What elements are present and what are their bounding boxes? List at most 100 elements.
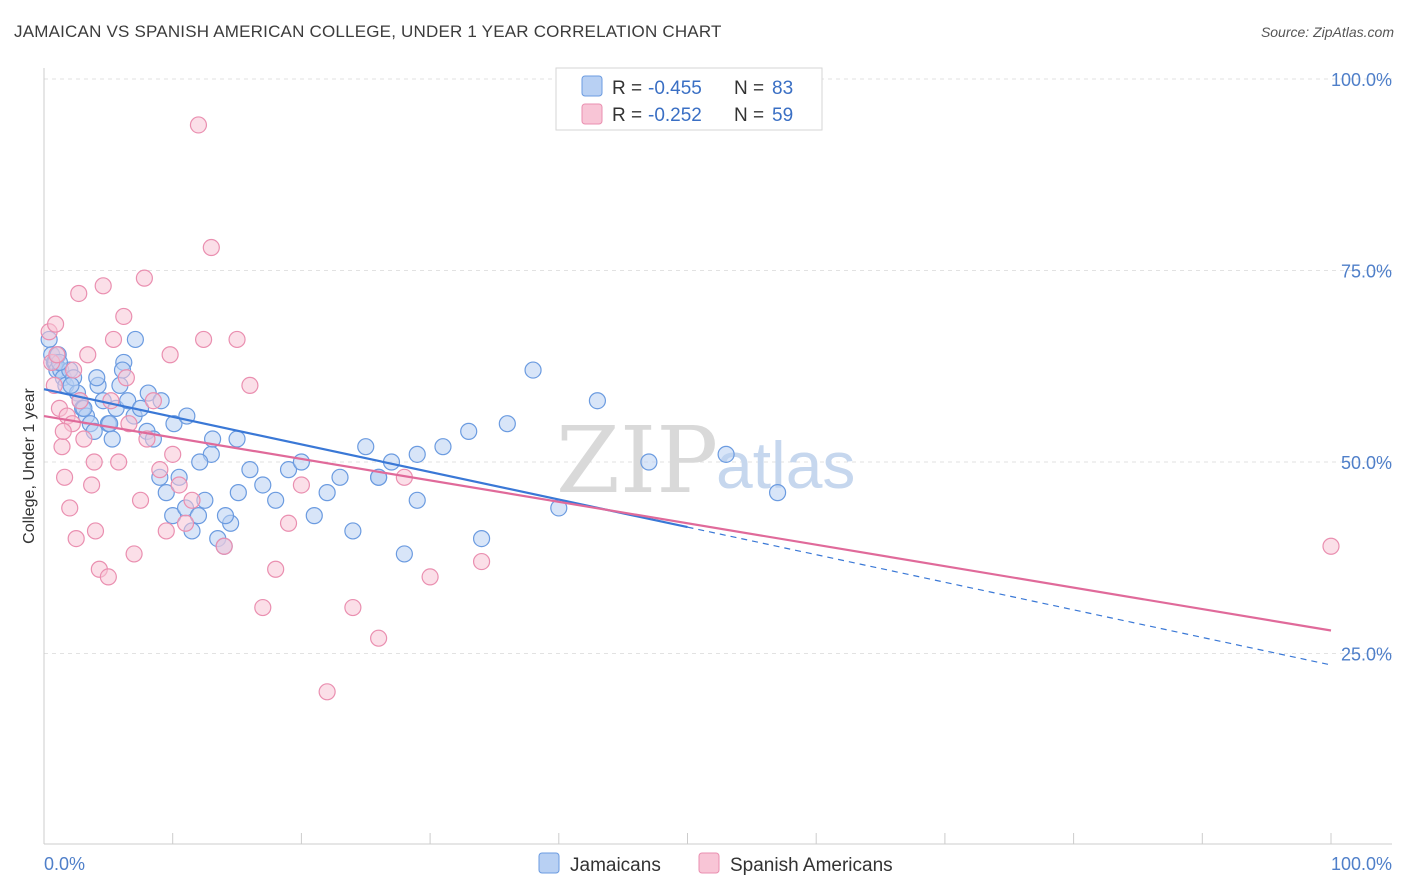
y-tick-label: 25.0% (1341, 645, 1392, 665)
jamaicans-point (241, 461, 259, 479)
grid (44, 78, 1392, 654)
spanish-americans-point (94, 277, 112, 295)
jamaicans-point (126, 330, 144, 349)
spanish-americans-point (194, 330, 213, 349)
spanish-americans-point (318, 683, 336, 701)
chart-title: JAMAICAN VS SPANISH AMERICAN COLLEGE, UN… (14, 22, 722, 41)
spanish-americans-point (344, 598, 362, 617)
spanish-americans-point (45, 376, 63, 394)
jamaicans-point (460, 422, 478, 440)
jamaicans-point (254, 476, 272, 494)
spanish-americans-point (292, 476, 310, 494)
spanish-americans-point (254, 598, 272, 617)
spanish-americans-point (138, 430, 156, 448)
spanish-americans-point (170, 476, 188, 494)
spanish-americans-point (131, 491, 150, 509)
legend-n-value-jamaicans: 83 (772, 78, 793, 99)
spanish-americans-point (61, 499, 79, 517)
spanish-americans-point (151, 461, 169, 479)
jamaicans-point (62, 376, 80, 394)
spanish-americans-point (70, 284, 88, 303)
jamaicans-point (165, 415, 183, 433)
jamaicans-point (189, 507, 208, 525)
jamaicans-trend-extension (687, 526, 1332, 666)
spanish-americans-trend-line (43, 414, 1332, 632)
jamaicans-point (228, 430, 246, 448)
bottom-legend-swatch-jamaicans (538, 852, 560, 874)
spanish-americans-point (104, 330, 123, 349)
jamaicans-point (157, 484, 175, 502)
jamaicans-point (164, 507, 182, 525)
legend-r-label-jamaicans: R = (612, 78, 642, 99)
spanish-americans-point (279, 514, 298, 532)
spanish-americans-points (40, 116, 1340, 701)
jamaicans-point (524, 361, 542, 379)
x-tick-label-min: 0.0% (44, 854, 85, 874)
spanish-americans-point (176, 514, 195, 532)
legend-swatch-spanish-americans (581, 103, 603, 125)
spanish-americans-point (241, 376, 259, 394)
legend-swatch-jamaicans (581, 75, 603, 97)
stats-legend: R = -0.455 N = 83 R = -0.252 N = 59 (555, 67, 823, 131)
spanish-americans-point (135, 269, 153, 287)
spanish-americans-point (67, 529, 85, 548)
legend-r-value-jamaicans: -0.455 (648, 78, 702, 99)
jamaicans-point (88, 369, 106, 387)
y-tick-label: 75.0% (1341, 262, 1392, 282)
spanish-americans-point (83, 476, 101, 494)
legend-n-value-spanish-americans: 59 (772, 105, 793, 126)
legend-n-label-jamaicans: N = (734, 78, 764, 99)
spanish-americans-point (215, 537, 233, 555)
jamaicans-point (768, 484, 787, 502)
spanish-americans-point (144, 392, 162, 410)
jamaicans-point (305, 507, 323, 525)
jamaicans-point (103, 430, 121, 448)
spanish-americans-point (125, 545, 143, 563)
jamaicans-point (472, 529, 491, 548)
jamaicans-point (101, 415, 119, 433)
x-ticks (172, 833, 1332, 844)
jamaicans-point (216, 507, 235, 525)
jamaicans-point (408, 491, 426, 509)
jamaicans-point (395, 545, 413, 563)
jamaicans-point (588, 392, 607, 410)
spanish-americans-point (99, 568, 117, 586)
legend-n-label-spanish-americans: N = (734, 105, 764, 126)
bottom-legend-label-spanish-americans: Spanish Americans (730, 855, 893, 876)
spanish-americans-point (86, 522, 105, 540)
spanish-americans-point (228, 330, 246, 349)
spanish-americans-point (75, 430, 93, 448)
jamaicans-point (434, 438, 452, 456)
spanish-americans-point (157, 522, 175, 540)
jamaicans-point (318, 484, 336, 502)
jamaicans-point (344, 522, 362, 540)
jamaicans-point (191, 453, 209, 471)
spanish-americans-point (117, 369, 135, 387)
spanish-americans-point (267, 560, 285, 578)
jamaicans-point (119, 392, 137, 410)
jamaicans-point (331, 468, 349, 486)
y-axis-label: College, Under 1 year (21, 388, 38, 544)
jamaicans-point (717, 445, 735, 463)
spanish-americans-point (55, 468, 74, 486)
spanish-americans-point (53, 438, 71, 456)
jamaicans-point (229, 484, 247, 502)
spanish-americans-point (48, 346, 66, 364)
bottom-legend-label-jamaicans: Jamaicans (570, 855, 661, 876)
jamaicans-point (267, 491, 285, 509)
spanish-americans-point (65, 361, 83, 379)
legend-r-label-spanish-americans: R = (612, 105, 642, 126)
spanish-americans-point (85, 453, 103, 471)
series-legend: Jamaicans Spanish Americans (538, 852, 893, 876)
bottom-legend-swatch-spanish-americans (698, 852, 720, 874)
spanish-americans-point (110, 453, 128, 471)
watermark-atlas: atlas (716, 428, 855, 502)
jamaicans-point (279, 461, 298, 479)
jamaicans-point (498, 415, 516, 433)
spanish-americans-point (164, 445, 182, 463)
jamaicans-point (292, 453, 310, 471)
jamaicans-point (357, 438, 375, 456)
legend-r-value-spanish-americans: -0.252 (648, 105, 702, 126)
spanish-americans-point (202, 238, 220, 257)
